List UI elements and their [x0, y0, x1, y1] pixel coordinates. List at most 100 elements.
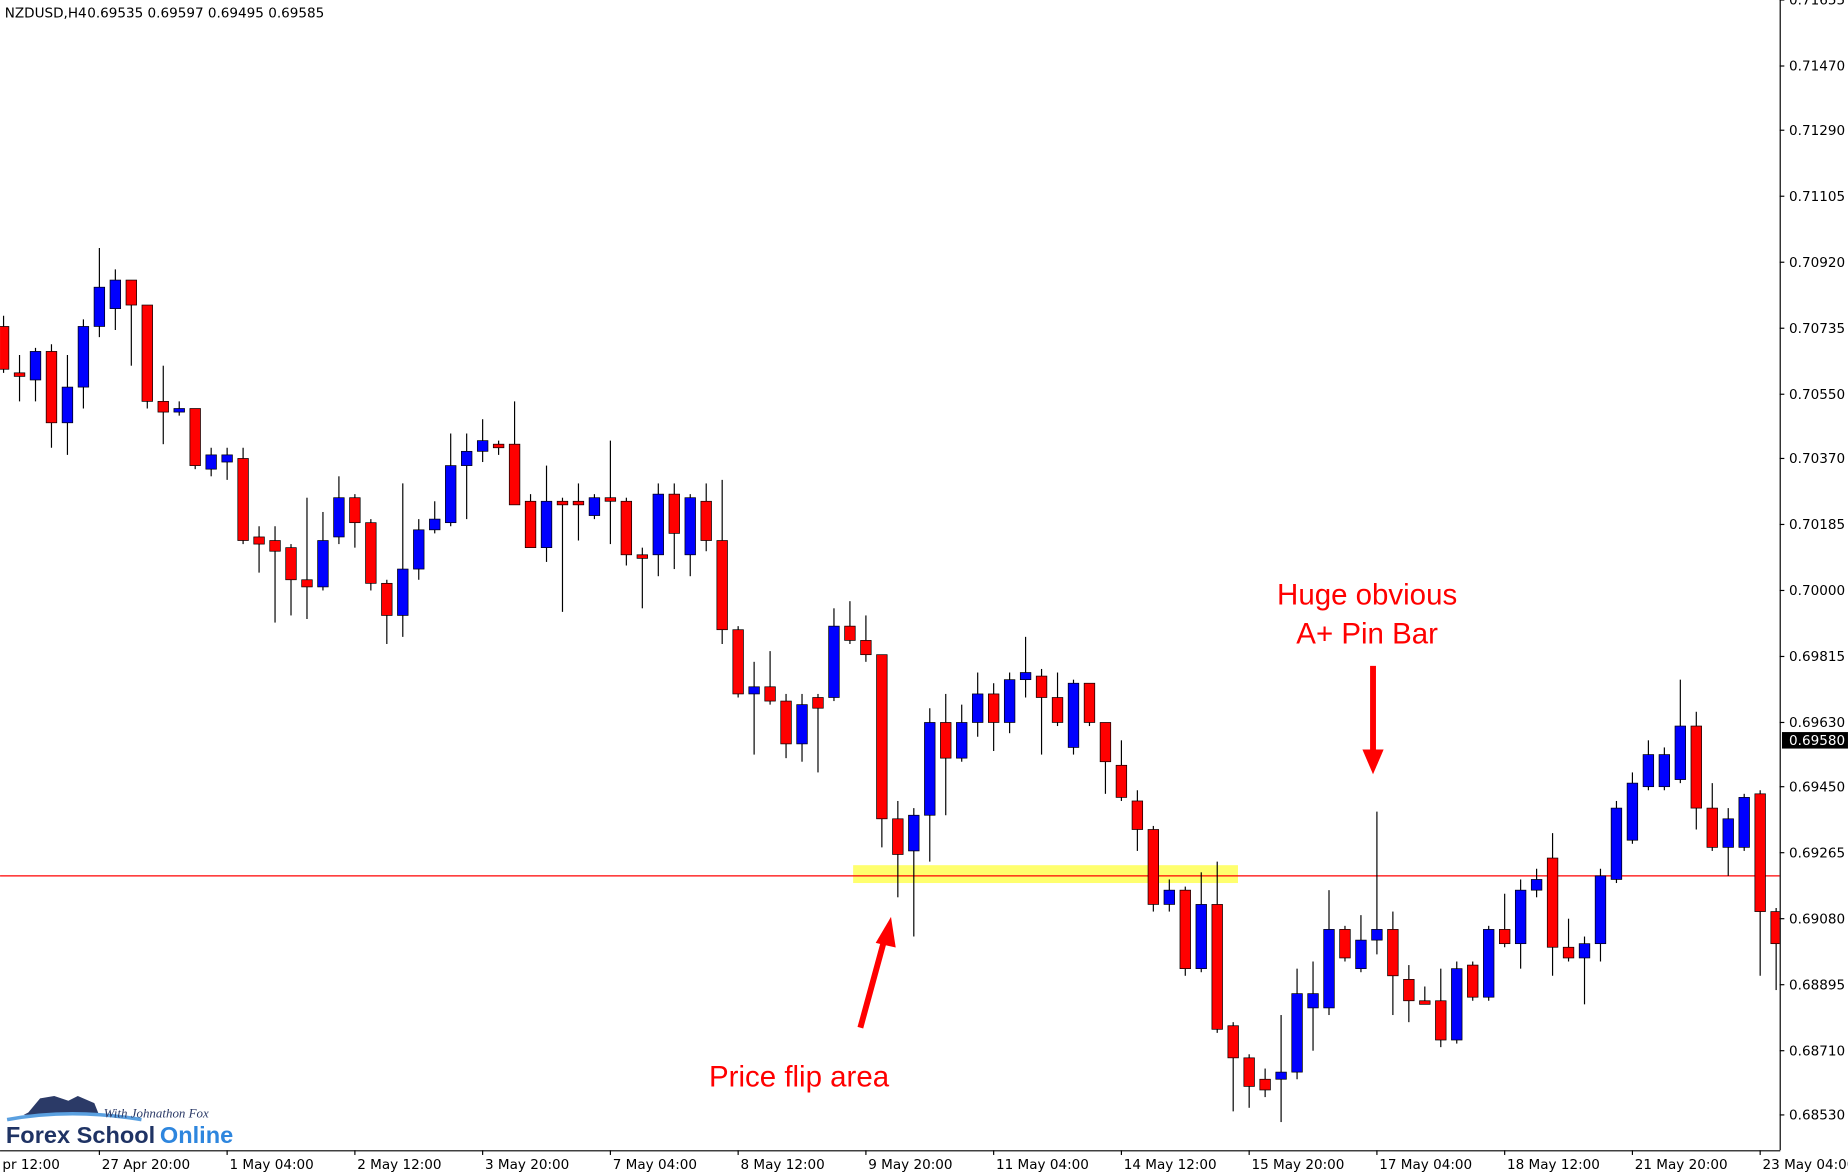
logo-brand-accent: Online	[160, 1122, 233, 1148]
x-tick-label: pr 12:00	[2, 1157, 60, 1173]
candle-body	[349, 497, 361, 524]
candle-body	[620, 500, 633, 556]
candle-body	[413, 529, 425, 570]
candle-body	[892, 818, 904, 855]
candle-body	[317, 540, 329, 588]
annotation: Price flip area	[709, 1061, 890, 1094]
candle-body	[1546, 857, 1559, 948]
candle-body	[556, 500, 569, 506]
candle-body	[1754, 793, 1766, 912]
candle-body	[109, 279, 122, 309]
candle-body	[812, 697, 824, 709]
x-tick-label: 2 May 12:00	[357, 1157, 441, 1173]
candle-body	[333, 497, 345, 538]
y-tick-label: 0.69815	[1789, 649, 1845, 665]
x-tick-label: 15 May 20:00	[1252, 1157, 1345, 1173]
logo-brand: Forex School	[6, 1122, 155, 1148]
candle-body	[189, 408, 201, 466]
candle-body	[1163, 889, 1175, 905]
candle-body	[1562, 946, 1575, 959]
x-tick-label: 8 May 12:00	[741, 1157, 825, 1173]
candle-body	[157, 401, 169, 413]
candle-body	[476, 440, 489, 452]
annotation: A+ Pin Bar	[1296, 617, 1438, 650]
candle-body	[1467, 964, 1479, 998]
y-tick-label: 0.71655	[1789, 0, 1845, 9]
candle-body	[1403, 979, 1415, 1002]
logo: With Johnathon Fox Forex School Online	[6, 1096, 233, 1148]
y-tick-label: 0.70000	[1789, 583, 1845, 599]
candle-body	[540, 500, 553, 549]
x-tick-label: 23 May 04:00	[1763, 1157, 1848, 1173]
candle-body	[1211, 904, 1223, 1030]
candle-body	[253, 536, 265, 545]
logo-text: Forex School Online	[6, 1122, 233, 1148]
candle-body	[1051, 697, 1064, 723]
candle-body	[956, 722, 968, 759]
x-tick-label: 3 May 20:00	[485, 1157, 569, 1173]
candle-body	[93, 286, 106, 327]
candle-body	[908, 814, 920, 852]
y-tick-label: 0.69450	[1789, 779, 1845, 795]
candle-body	[716, 540, 728, 631]
x-tick-label: 1 May 04:00	[229, 1157, 313, 1173]
logo-icon	[23, 1096, 100, 1115]
candle-body	[301, 579, 313, 588]
candle-body	[381, 582, 393, 616]
y-tick-label: 0.68895	[1789, 977, 1845, 993]
candle-body	[1131, 800, 1144, 830]
ohlc-header: 0.69535 0.69597 0.69495 0.69585	[87, 6, 324, 22]
candle-body	[1626, 782, 1639, 841]
y-tick-label: 0.71290	[1789, 123, 1845, 139]
candle-body	[1419, 1000, 1431, 1005]
candle-body	[237, 458, 249, 541]
candle-body	[1451, 968, 1463, 1041]
logo-swoosh	[6, 1111, 142, 1122]
candle-body	[1435, 1000, 1447, 1041]
candle-body	[636, 554, 648, 559]
candle-body	[1706, 807, 1718, 848]
x-tick-label: 17 May 04:00	[1379, 1157, 1472, 1173]
candle-body	[1530, 879, 1543, 891]
candle-body	[1674, 725, 1686, 780]
candle-body	[796, 704, 808, 745]
candle-body	[1690, 725, 1702, 809]
candle-body	[764, 686, 776, 702]
candle-body	[1371, 929, 1383, 941]
candle-body	[29, 351, 42, 381]
candle-body	[1483, 929, 1495, 998]
y-tick-label: 0.68710	[1789, 1043, 1845, 1059]
candle-body	[1291, 993, 1303, 1073]
y-tick-label: 0.70370	[1789, 451, 1845, 467]
candle-body	[1067, 682, 1080, 748]
candle-body	[1115, 764, 1128, 798]
candle-body	[0, 326, 10, 370]
y-tick-label: 0.71470	[1789, 59, 1845, 75]
y-tick-label: 0.69265	[1789, 845, 1845, 861]
candle-body	[173, 408, 185, 413]
candle-body	[1259, 1078, 1271, 1091]
x-tick-label: 9 May 20:00	[868, 1157, 952, 1173]
candle-body	[429, 518, 441, 531]
x-tick-label: 7 May 04:00	[613, 1157, 697, 1173]
candle-body	[604, 497, 617, 502]
candle-body	[397, 568, 409, 616]
candle-body	[125, 279, 137, 306]
candle-body	[13, 372, 26, 377]
candle-body	[588, 497, 601, 516]
candle-body	[844, 625, 856, 641]
candle-body	[1307, 993, 1319, 1009]
candle-body	[1323, 929, 1335, 1009]
candle-body	[700, 500, 712, 541]
candle-body	[1499, 929, 1511, 945]
y-tick-label: 0.71105	[1789, 189, 1845, 205]
candle-body	[365, 522, 377, 584]
candle-body	[924, 722, 936, 816]
logo-tagline: With Johnathon Fox	[104, 1105, 209, 1120]
candle-body	[1355, 939, 1367, 970]
annotation: Huge obvious	[1277, 579, 1457, 612]
zone	[853, 865, 1238, 884]
